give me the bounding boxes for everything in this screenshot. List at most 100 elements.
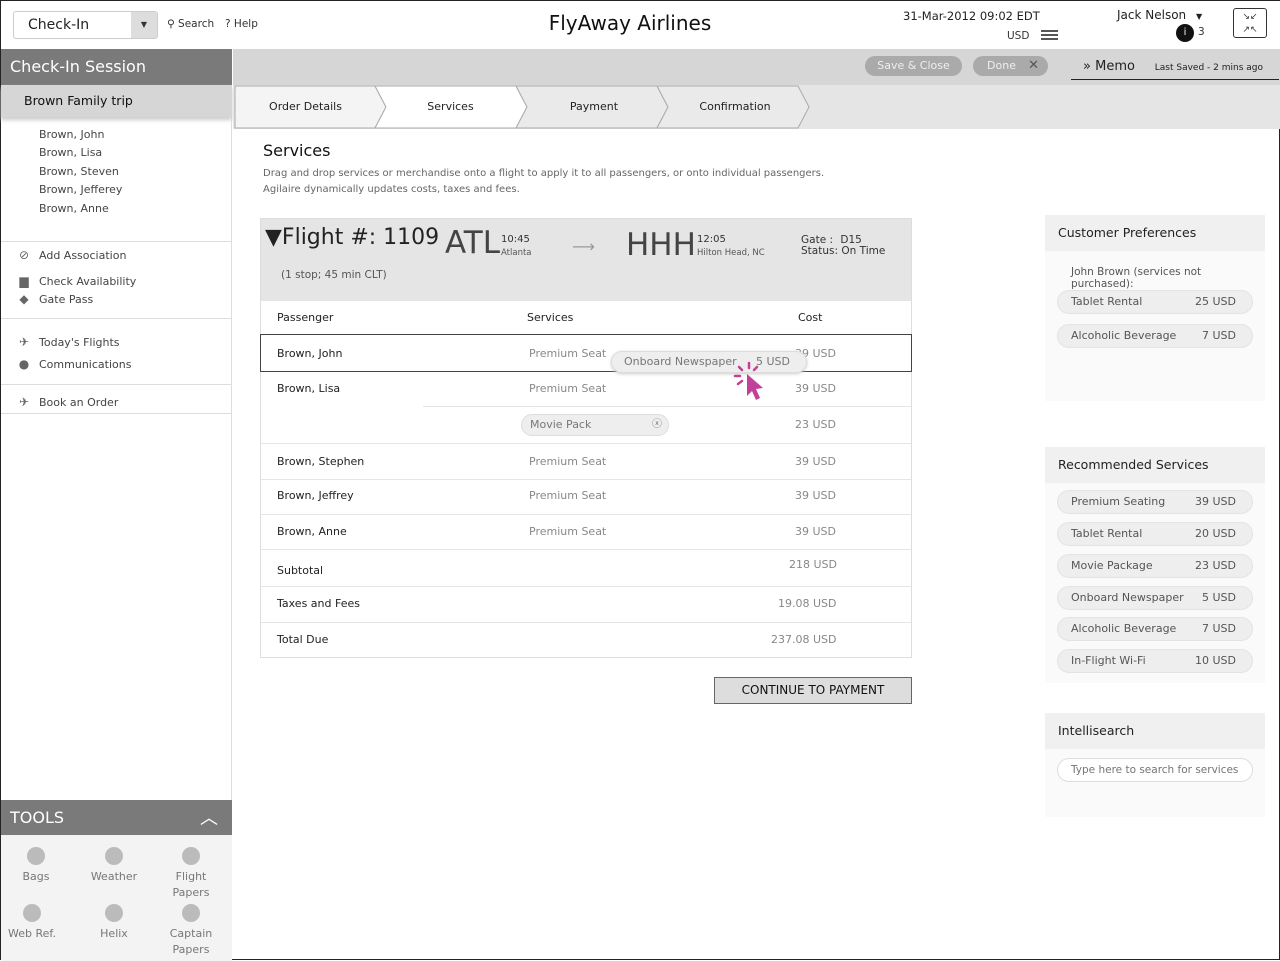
- service-chip[interactable]: Premium Seating 39 USD: [1057, 490, 1253, 514]
- taxes-label: Taxes and Fees: [277, 597, 360, 610]
- tool-icon: [182, 847, 200, 865]
- tool-bags[interactable]: Bags: [1, 847, 71, 885]
- service-cost: 20 USD: [1195, 527, 1236, 540]
- tool-icon: [105, 904, 123, 922]
- search-link[interactable]: ⚲ Search: [167, 18, 214, 30]
- tools-header[interactable]: TOOLS ︿: [1, 800, 232, 835]
- module-select[interactable]: Check-In ▼: [13, 11, 158, 39]
- passenger-item[interactable]: Brown, Anne: [39, 202, 109, 215]
- nav-label: Communications: [39, 357, 132, 371]
- service-cost: 23 USD: [1195, 559, 1236, 572]
- service-cost: 5 USD: [1202, 591, 1236, 604]
- service-chip[interactable]: In-Flight Wi-Fi 10 USD: [1057, 649, 1253, 673]
- link-icon: ⊘: [18, 248, 30, 262]
- check-availability-link[interactable]: ▆ Check Availability: [17, 274, 136, 288]
- collapse-triangle-icon[interactable]: ▼: [265, 225, 282, 250]
- service-chip[interactable]: Movie Pack ⓧ: [521, 414, 669, 436]
- top-header: Check-In ▼ ⚲ Search ? Help FlyAway Airlin…: [1, 1, 1280, 49]
- tool-helix[interactable]: Helix: [79, 904, 149, 942]
- service-chip[interactable]: Premium Seat: [529, 347, 607, 360]
- passenger-item[interactable]: Brown, Jefferey: [39, 183, 123, 196]
- cost: 23 USD: [795, 418, 836, 431]
- tool-label: Bags: [22, 870, 50, 883]
- service-chip[interactable]: Premium Seat: [529, 525, 607, 538]
- collapse-fullscreen-icon[interactable]: ↘↙ ↗↖: [1233, 8, 1267, 38]
- intellisearch-input[interactable]: [1057, 758, 1253, 782]
- gate-pass-link[interactable]: ◆ Gate Pass: [17, 292, 93, 306]
- tab-payment[interactable]: Payment: [569, 100, 619, 113]
- panel-title: Intellisearch: [1045, 713, 1265, 749]
- destination-city: Hilton Head, NC: [697, 248, 765, 258]
- page-title: Services: [263, 141, 331, 160]
- save-close-button[interactable]: Save & Close: [865, 56, 962, 76]
- service-chip[interactable]: Alcoholic Beverage 7 USD: [1057, 324, 1253, 348]
- notification-count: 3: [1198, 26, 1205, 38]
- communications-link[interactable]: ● Communications: [17, 357, 132, 371]
- cost: 39 USD: [795, 455, 836, 468]
- tool-label: Weather: [90, 870, 138, 883]
- user-menu[interactable]: Jack Nelson ▼: [1117, 8, 1202, 22]
- nav-label: Check Availability: [39, 274, 137, 288]
- drag-cursor-icon: [733, 361, 763, 400]
- close-icon: ✕: [1028, 58, 1039, 73]
- service-chip[interactable]: Tablet Rental 25 USD: [1057, 290, 1253, 314]
- table-header: Passenger Services Cost: [261, 301, 911, 334]
- add-association-link[interactable]: ⊘ Add Association: [17, 248, 126, 262]
- book-order-link[interactable]: ✈ Book an Order: [17, 395, 118, 409]
- todays-flights-link[interactable]: ✈ Today's Flights: [17, 335, 120, 349]
- service-chip[interactable]: Premium Seat: [529, 489, 607, 502]
- table-row[interactable]: Brown, Anne Premium Seat 39 USD: [261, 515, 911, 550]
- memo-tab[interactable]: » Memo Last Saved - 2 mins ago: [1071, 58, 1279, 80]
- user-name: Jack Nelson: [1117, 8, 1187, 22]
- table-row[interactable]: Brown, Stephen Premium Seat 39 USD: [261, 444, 911, 480]
- search-icon: ⚲: [167, 18, 175, 30]
- seat-icon: ▆: [19, 274, 29, 288]
- double-chevron-icon: »: [1083, 59, 1091, 74]
- table-row[interactable]: Brown, John Premium Seat 39 USD: [260, 334, 912, 372]
- trip-name[interactable]: Brown Family trip: [1, 85, 232, 117]
- tab-confirmation[interactable]: Confirmation: [699, 100, 771, 113]
- flight-number[interactable]: ▼Flight #: 1109: [265, 225, 439, 250]
- subtotal-value: 218 USD: [789, 558, 837, 571]
- table-row[interactable]: Brown, Lisa Premium Seat 39 USD: [261, 372, 911, 407]
- flight-header: ▼Flight #: 1109 ATL 10:45 Atlanta ⟶ HHH …: [261, 219, 911, 301]
- tool-flight-papers[interactable]: Flight Papers: [156, 847, 226, 901]
- column-header: Cost: [798, 311, 823, 324]
- tab-services[interactable]: Services: [427, 100, 474, 113]
- table-row[interactable]: Movie Pack ⓧ 23 USD: [261, 407, 911, 444]
- service-chip[interactable]: Onboard Newspaper 5 USD: [1057, 586, 1253, 610]
- cost: 39 USD: [795, 489, 836, 502]
- chevron-down-icon[interactable]: ▼: [131, 12, 157, 38]
- passenger-name: Brown, Jeffrey: [277, 489, 354, 502]
- app-title: FlyAway Airlines: [548, 11, 712, 35]
- dragged-service-chip[interactable]: Onboard Newspaper 5 USD: [611, 351, 807, 373]
- tab-order-details[interactable]: Order Details: [269, 100, 342, 113]
- remove-icon[interactable]: ⓧ: [652, 419, 662, 430]
- tool-weather[interactable]: Weather: [79, 847, 149, 885]
- memo-link[interactable]: » Memo: [1083, 59, 1135, 74]
- done-button[interactable]: Done ✕: [973, 56, 1048, 76]
- passenger-item[interactable]: Brown, Lisa: [39, 146, 103, 159]
- service-chip[interactable]: Movie Package 23 USD: [1057, 554, 1253, 578]
- passenger-name: Brown, Anne: [277, 525, 347, 538]
- help-link[interactable]: ? Help: [225, 18, 258, 30]
- tool-captain-papers[interactable]: Captain Papers: [156, 904, 226, 958]
- service-chip[interactable]: Tablet Rental 20 USD: [1057, 522, 1253, 546]
- tool-web-ref[interactable]: Web Ref.: [0, 904, 67, 942]
- service-chip[interactable]: Premium Seat: [529, 382, 607, 395]
- chevron-up-icon[interactable]: ︿: [200, 808, 218, 829]
- sidebar: Check-In Session Brown Family trip Brown…: [1, 49, 232, 961]
- table-row[interactable]: Brown, Jeffrey Premium Seat 39 USD: [261, 480, 911, 515]
- plane-icon: ✈: [18, 395, 30, 409]
- status-label: Status:: [801, 245, 838, 257]
- continue-to-payment-button[interactable]: CONTINUE TO PAYMENT: [714, 677, 912, 704]
- tool-label: Web Ref.: [8, 927, 56, 940]
- total-value: 237.08 USD: [771, 633, 837, 646]
- tool-icon: [27, 847, 45, 865]
- passenger-item[interactable]: Brown, Steven: [39, 165, 119, 178]
- service-chip[interactable]: Alcoholic Beverage 7 USD: [1057, 617, 1253, 641]
- notification-icon[interactable]: i: [1176, 24, 1194, 42]
- tool-label: Captain Papers: [169, 927, 213, 956]
- service-chip[interactable]: Premium Seat: [529, 455, 607, 468]
- passenger-item[interactable]: Brown, John: [39, 128, 105, 141]
